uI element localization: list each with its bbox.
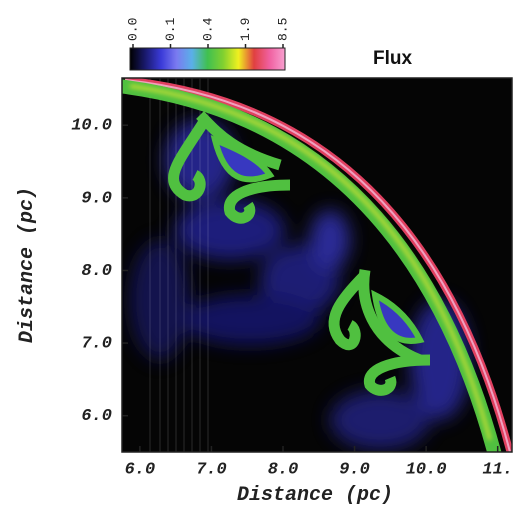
colorbar-tick-label: 8.5: [275, 18, 290, 41]
x-axis-label: Distance (pc): [237, 484, 393, 507]
colorbar: [129, 47, 286, 71]
colorbar-title: Flux: [373, 48, 412, 69]
y-tick-label: 6.0: [81, 407, 112, 426]
y-tick-label: 7.0: [81, 335, 112, 354]
x-tick-label: 9.0: [339, 460, 370, 479]
y-tick-label: 8.0: [81, 262, 112, 281]
colorbar-tick-label: 1.9: [238, 18, 253, 41]
x-tick-label: 7.0: [196, 460, 227, 479]
colorbar-tick-label: 0.1: [163, 17, 178, 41]
y-tick-label: 9.0: [81, 189, 112, 208]
x-tick-label: 8.0: [268, 460, 299, 479]
heatmap-image: [122, 78, 512, 452]
y-axis-label: Distance (pc): [16, 187, 39, 343]
plot-frame: [121, 77, 513, 453]
x-tick-label: 11.: [482, 460, 513, 479]
colorbar-tick-label: 0.0: [125, 18, 140, 41]
colorbar-tick-label: 0.4: [200, 17, 215, 41]
x-tick-label: 10.0: [406, 460, 447, 479]
y-tick-label: 10.0: [71, 117, 112, 136]
x-tick-label: 6.0: [125, 460, 156, 479]
